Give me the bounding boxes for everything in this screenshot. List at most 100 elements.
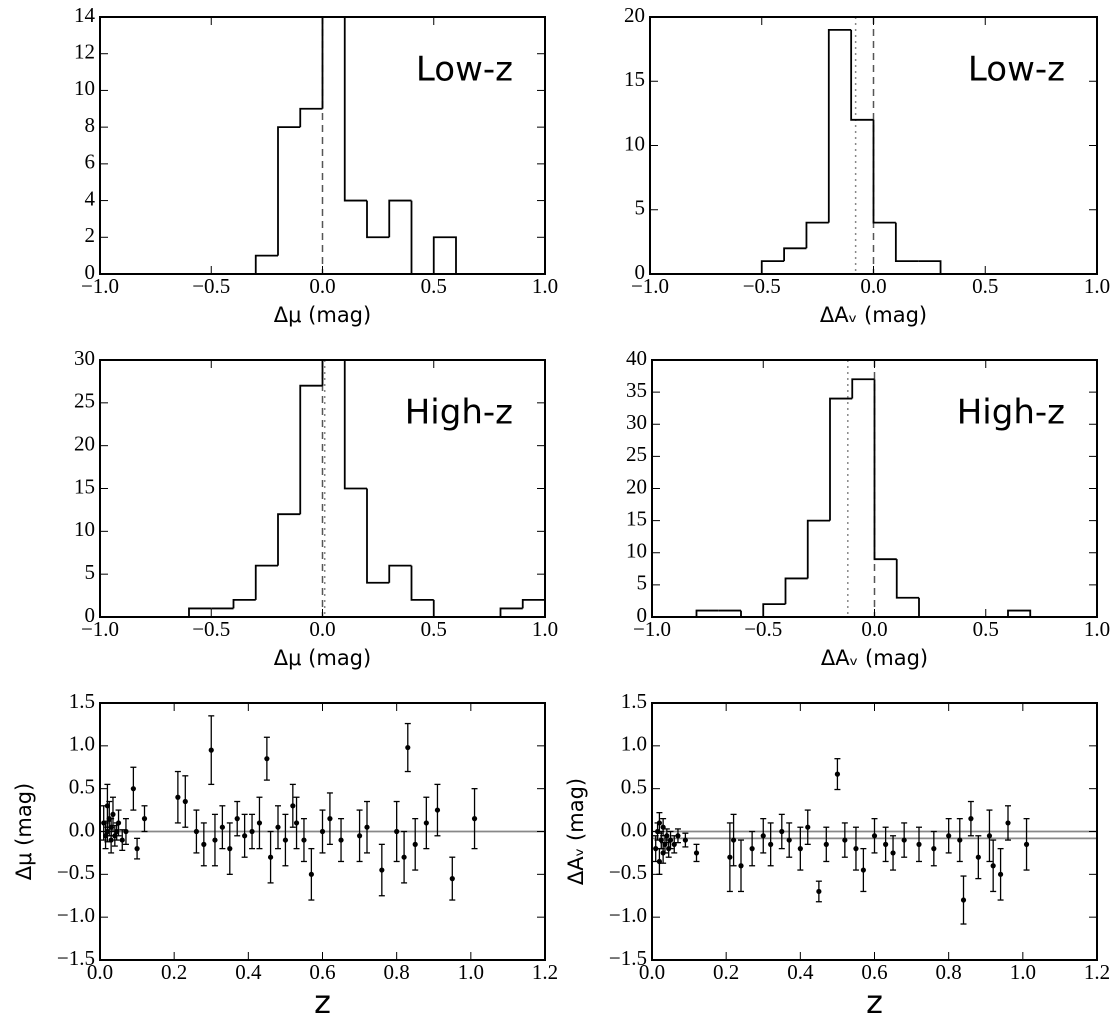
histogram-bin [918,260,942,274]
histogram-bin [894,222,919,263]
histogram-bin [188,607,212,617]
plot-area [695,360,1032,617]
point [738,863,744,869]
point [805,824,811,830]
x-tick-label: 1.2 [532,960,558,984]
x-tick-label: 0.6 [861,960,887,984]
point [960,897,967,903]
point [730,837,737,843]
histogram-bin [277,513,301,566]
histogram-bin [740,610,764,617]
y-tick-label: −0.5 [57,860,95,884]
point [256,820,263,826]
x-tick-label: 0.4 [787,960,814,984]
x-tick-label: 0.0 [309,617,335,641]
point [471,816,478,822]
histogram-bin [366,488,390,584]
frame [99,359,546,618]
point [653,846,659,852]
x-axis-label: ΔAᵥ (mag) [820,303,927,327]
point [658,837,664,843]
y-tick-label: 5 [637,571,648,595]
panel: −1.0 −0.5 0.0 0.5 1.0 0 5 10 15 20 25 30 High-z Δμ (m… [74,346,558,670]
x-tick-label: 1.0 [532,617,558,641]
x-axis-label: z [866,983,883,1021]
histogram-bin [499,607,523,617]
point [338,837,344,843]
point [968,816,974,822]
point [664,833,670,839]
y-tick-label: −0.5 [609,860,647,884]
y-tick-label: 0.0 [621,817,647,841]
point [1005,820,1011,826]
panel: −1.0 −0.5 0.0 0.5 1.0 0 5 10 15 20 Low-z ΔAᵥ (mag) [624,3,1110,327]
histogram-bin [805,221,829,249]
x-tick-label: 0.8 [384,960,410,984]
y-tick-label: 0 [635,260,646,284]
histogram-bin [851,378,875,399]
point [123,828,129,835]
x-axis-label: Δμ (mag) [274,646,371,670]
point [423,820,429,826]
point [379,867,385,873]
point [110,811,116,817]
y-tick-label: 4 [85,186,96,210]
histogram-bin [432,599,456,617]
point [656,820,663,826]
point [986,833,993,839]
point [1023,841,1030,847]
x-tick-label: 0.5 [421,617,447,641]
histogram-bin [827,28,852,223]
y-tick-label: 15 [624,67,645,91]
histogram-bin [873,379,897,561]
y-tick-label: 40 [626,346,647,370]
point [693,850,700,856]
histogram-bin [1007,609,1032,617]
point [749,846,755,852]
y-tick-label: 10 [74,76,95,100]
y-tick-label: 5 [635,196,646,220]
histogram-bin [388,564,412,583]
point [760,833,766,839]
histogram-bin [366,200,390,239]
plot-area [254,17,457,274]
plot-area [100,715,545,901]
y-tick-label: 20 [626,474,647,498]
y-tick-label: 0 [637,603,648,627]
point [193,828,200,835]
x-tick-label: 0.0 [309,274,335,298]
frame [651,702,1098,961]
histogram-bin [850,29,874,121]
histogram-bin [343,17,367,202]
x-tick-label: 1.2 [1084,960,1110,984]
point [853,846,859,852]
x-tick-label: 0.8 [936,960,962,984]
frame [651,359,1098,618]
point [412,841,418,847]
point [201,841,207,847]
histogram-bin [410,565,434,601]
y-tick-label: 20 [74,431,95,455]
y-axis-label: ΔAᵥ (mag) [564,778,588,885]
x-tick-label: 1.0 [1084,274,1110,298]
y-tick-label: −1.0 [57,903,95,927]
plot-area [652,758,1097,925]
x-tick-label: 1.0 [1084,617,1110,641]
point [182,798,188,805]
point [212,837,218,843]
x-tick-label: −0.5 [743,274,781,298]
x-tick-label: 0.2 [161,960,187,984]
point [946,833,952,839]
point [301,837,307,843]
x-tick-label: 1.0 [458,960,484,984]
x-tick-label: 0.0 [860,274,886,298]
x-tick-label: −1.0 [81,617,119,641]
y-tick-label: 10 [626,539,647,563]
annotation: Low-z [968,50,1065,90]
x-tick-label: −0.5 [192,274,230,298]
y-tick-label: −1.0 [609,903,647,927]
annotation: High-z [405,393,513,433]
histogram-bin [277,126,301,256]
y-tick-label: 1.5 [69,689,95,713]
y-tick-label: 0.5 [621,774,647,798]
